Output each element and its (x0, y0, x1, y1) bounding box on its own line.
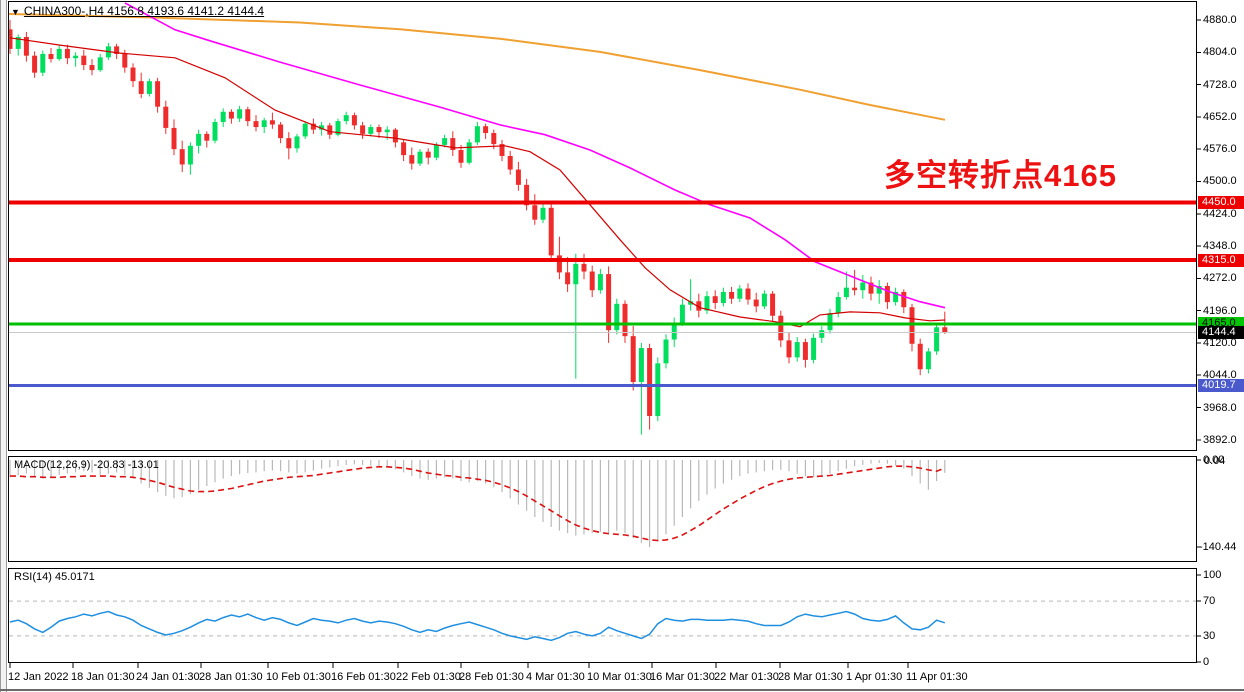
price-tick-label: 3892.0 (1203, 433, 1237, 446)
time-axis-label: 4 Mar 01:30 (526, 671, 585, 683)
time-axis-label: 12 Jan 2022 (8, 671, 69, 683)
rsi-pane[interactable] (8, 568, 1196, 663)
moving-averages (9, 2, 946, 328)
macd-axis-zero-label: 0.00 (1203, 454, 1225, 466)
rsi-line (9, 610, 946, 642)
price-badge-4019.7: 4019.7 (1198, 379, 1244, 393)
time-axis-label: 28 Mar 01:30 (778, 671, 843, 683)
rsi-pane-border (8, 568, 1197, 663)
macd-axis-max-label: 0.04 (1204, 455, 1226, 467)
window-border-bottom (0, 689, 1244, 691)
ma-slow-orange (9, 13, 946, 121)
time-axis-label: 10 Feb 01:30 (266, 671, 331, 683)
time-axis-label: 1 Apr 01:30 (846, 671, 903, 683)
price-tick-label: 4424.0 (1203, 207, 1237, 220)
axis-ticks (9, 19, 1201, 668)
time-axis-label: 10 Mar 01:30 (587, 671, 652, 683)
rsi-plot (9, 600, 1196, 642)
time-axis-label: 28 Jan 01:30 (199, 671, 263, 683)
symbol-title: CHINA300-,H4 4156.8 4193.6 4141.2 4144.4 (23, 4, 265, 18)
price-tick-label: 4272.0 (1203, 272, 1237, 285)
price-tick-label: 4880.0 (1203, 13, 1237, 26)
time-axis-label: 22 Feb 01:30 (396, 671, 461, 683)
price-pane[interactable] (8, 1, 1196, 451)
rsi-axis-label: 30 (1203, 629, 1216, 642)
symbol-dropdown-icon[interactable]: ▼ (11, 7, 20, 17)
price-tick-label: 3968.0 (1203, 401, 1237, 414)
rsi-axis-label: 70 (1203, 595, 1216, 608)
rsi-axis-label: 0 (1203, 656, 1210, 668)
time-axis-label: 24 Jan 01:30 (136, 671, 200, 683)
macd-signal-line (10, 465, 946, 542)
price-tick-label: 4120.0 (1203, 336, 1237, 349)
window-border-left (0, 0, 7, 692)
rsi-indicator-title: RSI(14) 45.0171 (14, 571, 95, 583)
time-axis-label: 16 Mar 01:30 (650, 671, 715, 683)
ma-fast-red (9, 37, 946, 328)
time-axis-label: 18 Jan 01:30 (71, 671, 135, 683)
price-tick-label: 4728.0 (1203, 78, 1237, 91)
time-axis-label: 28 Feb 01:30 (459, 671, 524, 683)
price-badge-4144.4: 4144.4 (1198, 326, 1244, 340)
candlesticks (9, 19, 948, 435)
symbol-bar[interactable]: ▼ CHINA300-,H4 4156.8 4193.6 4141.2 4144.… (11, 4, 264, 18)
horizontal-level-lines[interactable] (9, 200, 1196, 388)
price-tick-label: 4044.0 (1203, 369, 1237, 382)
price-tick-label: 4500.0 (1203, 175, 1237, 188)
price-tick-label: 4196.0 (1203, 304, 1237, 317)
rsi-axis-label: 100 (1203, 569, 1222, 581)
time-axis-label: 22 Mar 01:30 (714, 671, 779, 683)
macd-axis-min-label: -140.44 (1199, 541, 1237, 553)
price-tick-label: 4652.0 (1203, 110, 1237, 123)
time-axis-label: 16 Feb 01:30 (331, 671, 396, 683)
chart-text-annotation[interactable]: 多空转折点4165 (884, 158, 1117, 193)
ma-mid-magenta (124, 2, 946, 309)
price-tick-label: 4576.0 (1203, 143, 1237, 156)
time-axis-label: 11 Apr 01:30 (906, 671, 968, 683)
macd-indicator-title: MACD(12,26,9) -20.83 -13.01 (14, 459, 159, 471)
macd-pane-border (8, 456, 1197, 562)
price-pane-border (8, 1, 1197, 451)
price-tick-label: 4804.0 (1203, 46, 1237, 59)
macd-pane[interactable] (8, 456, 1196, 562)
price-tick-label: 4348.0 (1203, 240, 1237, 253)
price-badge-4315.0: 4315.0 (1198, 253, 1244, 267)
macd-plot (9, 460, 946, 547)
price-badge-4450.0: 4450.0 (1198, 196, 1244, 210)
